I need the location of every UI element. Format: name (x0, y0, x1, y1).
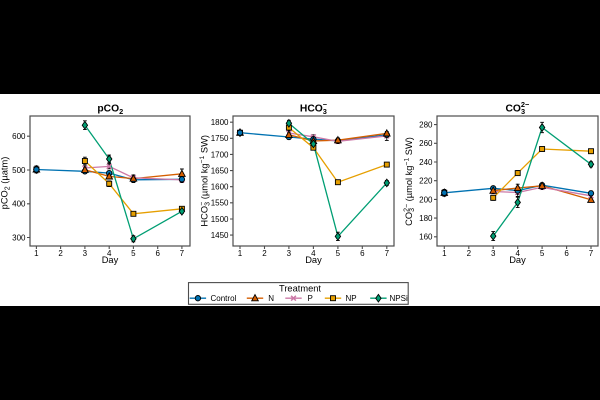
svg-text:1650: 1650 (211, 167, 229, 176)
svg-text:6: 6 (360, 249, 365, 258)
svg-text:1700: 1700 (211, 150, 229, 159)
svg-text:4: 4 (311, 249, 316, 258)
svg-text:240: 240 (419, 158, 433, 167)
svg-text:3: 3 (287, 249, 292, 258)
svg-text:7: 7 (589, 249, 594, 258)
svg-text:500: 500 (12, 166, 26, 175)
svg-text:CO32−: CO32− (506, 100, 530, 116)
svg-text:600: 600 (12, 132, 26, 141)
svg-text:pCO2: pCO2 (97, 103, 123, 116)
svg-text:5: 5 (131, 249, 136, 258)
svg-text:1450: 1450 (211, 231, 229, 240)
svg-text:260: 260 (419, 139, 433, 148)
svg-text:NP: NP (346, 294, 357, 303)
svg-text:Day: Day (102, 255, 119, 265)
svg-text:6: 6 (155, 249, 160, 258)
svg-text:1800: 1800 (211, 118, 229, 127)
svg-text:5: 5 (540, 249, 545, 258)
svg-text:6: 6 (564, 249, 569, 258)
svg-text:N: N (268, 294, 274, 303)
svg-text:1550: 1550 (211, 199, 229, 208)
svg-text:1750: 1750 (211, 134, 229, 143)
svg-text:Day: Day (509, 255, 526, 265)
svg-text:2: 2 (58, 249, 63, 258)
svg-text:1600: 1600 (211, 183, 229, 192)
svg-text:3: 3 (83, 249, 88, 258)
svg-text:1: 1 (442, 249, 447, 258)
svg-text:220: 220 (419, 177, 433, 186)
svg-text:2: 2 (262, 249, 267, 258)
svg-text:180: 180 (419, 214, 433, 223)
svg-text:5: 5 (336, 249, 341, 258)
svg-text:Treatment: Treatment (279, 283, 321, 293)
svg-text:4: 4 (107, 249, 112, 258)
svg-text:Control: Control (211, 294, 237, 303)
svg-text:HCO3−: HCO3− (300, 100, 328, 116)
svg-text:Day: Day (305, 255, 322, 265)
svg-text:400: 400 (12, 200, 26, 209)
svg-text:160: 160 (419, 233, 433, 242)
svg-text:280: 280 (419, 121, 433, 130)
svg-text:1: 1 (34, 249, 39, 258)
svg-text:300: 300 (12, 233, 26, 242)
svg-text:1: 1 (238, 249, 243, 258)
svg-text:NPSi: NPSi (390, 294, 408, 303)
svg-text:200: 200 (419, 195, 433, 204)
svg-text:7: 7 (180, 249, 185, 258)
svg-text:7: 7 (385, 249, 390, 258)
svg-text:pCO2 (µatm): pCO2 (µatm) (0, 157, 12, 210)
svg-text:3: 3 (491, 249, 496, 258)
svg-text:2: 2 (467, 249, 472, 258)
svg-text:1500: 1500 (211, 215, 229, 224)
svg-text:P: P (308, 294, 313, 303)
svg-text:4: 4 (515, 249, 520, 258)
